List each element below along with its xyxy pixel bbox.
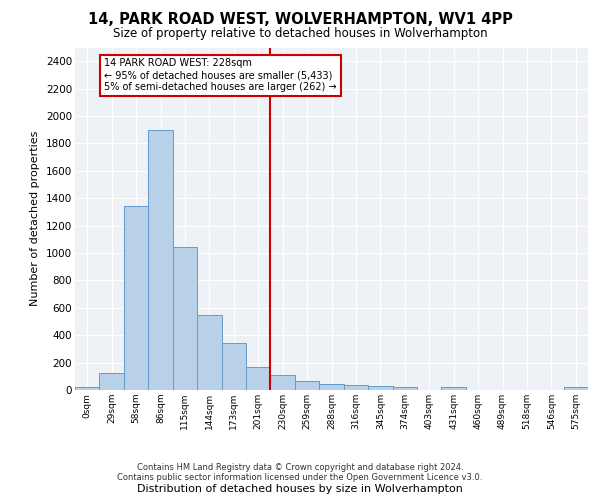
Bar [148, 130, 173, 390]
Bar [75, 388, 100, 390]
Text: Distribution of detached houses by size in Wolverhampton: Distribution of detached houses by size … [137, 484, 463, 494]
Bar [392, 388, 417, 390]
Text: Contains HM Land Registry data © Crown copyright and database right 2024.: Contains HM Land Registry data © Crown c… [137, 464, 463, 472]
Bar [295, 381, 319, 390]
Bar [271, 375, 295, 390]
Text: 14 PARK ROAD WEST: 228sqm
← 95% of detached houses are smaller (5,433)
5% of sem: 14 PARK ROAD WEST: 228sqm ← 95% of detac… [104, 58, 337, 92]
Bar [319, 384, 344, 390]
Bar [563, 388, 588, 390]
Text: Size of property relative to detached houses in Wolverhampton: Size of property relative to detached ho… [113, 28, 487, 40]
Bar [173, 247, 197, 390]
Y-axis label: Number of detached properties: Number of detached properties [31, 131, 40, 306]
Bar [344, 386, 368, 390]
Bar [442, 386, 466, 390]
Bar [368, 386, 392, 390]
Bar [246, 366, 271, 390]
Text: Contains public sector information licensed under the Open Government Licence v3: Contains public sector information licen… [118, 473, 482, 482]
Bar [100, 373, 124, 390]
Text: 14, PARK ROAD WEST, WOLVERHAMPTON, WV1 4PP: 14, PARK ROAD WEST, WOLVERHAMPTON, WV1 4… [88, 12, 512, 28]
Bar [124, 206, 148, 390]
Bar [197, 316, 221, 390]
Bar [221, 344, 246, 390]
